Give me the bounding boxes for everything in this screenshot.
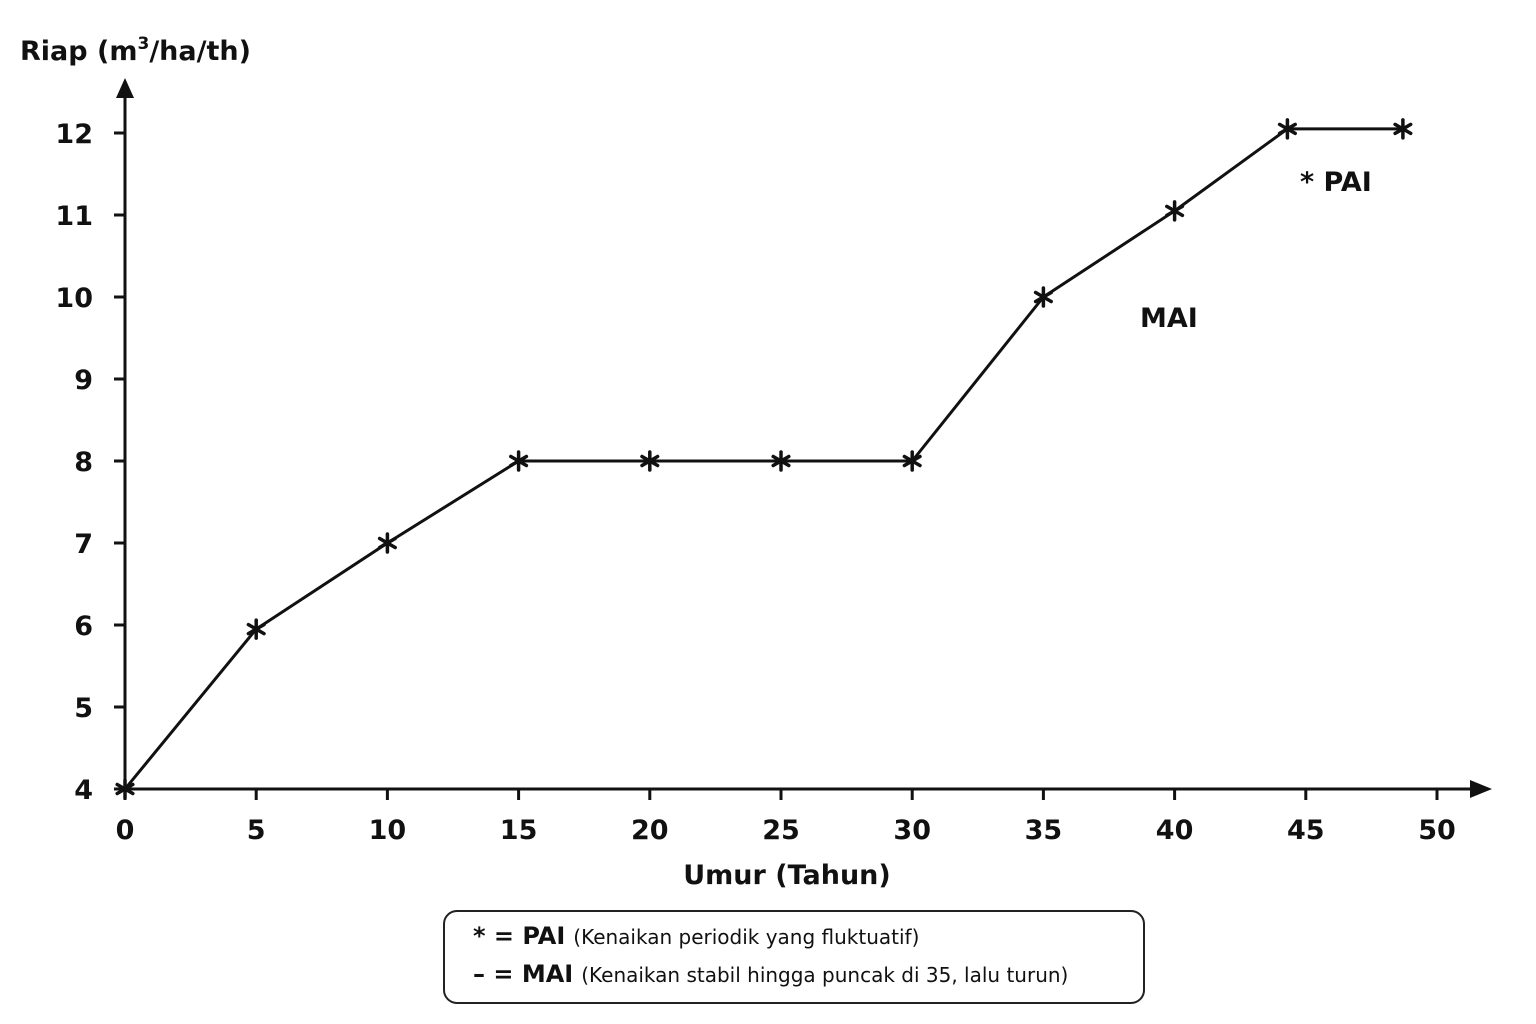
legend-item-pai: * = PAI (Kenaikan periodik yang fluktuat… (473, 922, 1115, 960)
data-point-1 (246, 618, 266, 640)
asterisk-marker-stroke (902, 454, 922, 468)
asterisk-marker-stroke (1277, 122, 1297, 136)
y-axis-title-superscript: 3 (137, 34, 149, 54)
asterisk-marker-stroke (509, 454, 529, 468)
y-axis-arrow (116, 78, 134, 98)
line-chart: Riap (m3/ha/th) 0 5 10 15 20 25 30 35 40 45 504567… (20, 34, 1492, 891)
data-point-4 (640, 450, 660, 472)
mai-pai-series (123, 127, 1403, 790)
y-tick-label-8: 8 (74, 447, 93, 478)
y-tick-label-12: 12 (55, 119, 93, 150)
x-tick-label-45: 45 (1287, 815, 1325, 846)
x-tick-label-10: 10 (369, 815, 407, 846)
asterisk-marker-stroke (771, 454, 791, 468)
x-tick-label-15: 15 (500, 815, 538, 846)
x-tick-label-40: 40 (1156, 815, 1194, 846)
axis-ticks (114, 131, 1439, 800)
data-point-0 (115, 778, 135, 800)
data-point-6 (902, 450, 922, 472)
x-tick-label-0: 0 (116, 815, 135, 846)
data-point-3 (509, 450, 529, 472)
asterisk-marker-stroke (246, 622, 266, 636)
asterisk-marker-stroke (640, 454, 660, 468)
y-tick-label-7: 7 (74, 529, 93, 560)
data-point-2 (377, 532, 397, 554)
data-point-9 (1277, 118, 1297, 140)
asterisk-marker-stroke (1165, 204, 1185, 218)
x-tick-label-35: 35 (1025, 815, 1063, 846)
legend: * = PAI (Kenaikan periodik yang fluktuat… (443, 910, 1145, 1004)
legend-key-mai: – = MAI (473, 960, 574, 988)
legend-desc-mai: (Kenaikan stabil hingga puncak di 35, la… (581, 963, 1069, 987)
x-tick-label-25: 25 (762, 815, 800, 846)
annotation-pai: * PAI (1300, 167, 1372, 198)
y-tick-label-10: 10 (55, 283, 93, 314)
x-axis-title: Umur (Tahun) (683, 860, 891, 891)
data-point-8 (1165, 200, 1185, 222)
data-point-5 (771, 450, 791, 472)
y-axis-title: Riap (m3/ha/th) (20, 34, 251, 67)
y-tick-label-6: 6 (74, 611, 93, 642)
series-line (123, 127, 1403, 790)
legend-item-mai: – = MAI (Kenaikan stabil hingga puncak d… (473, 960, 1115, 998)
data-markers (115, 118, 1413, 800)
x-tick-label-20: 20 (631, 815, 669, 846)
y-tick-label-4: 4 (74, 775, 93, 806)
x-axis-arrow (1470, 780, 1492, 798)
legend-desc-pai: (Kenaikan periodik yang fluktuatif) (573, 925, 920, 949)
asterisk-marker-stroke (115, 782, 135, 796)
annotation-mai: MAI (1140, 303, 1198, 334)
asterisk-marker-stroke (1393, 122, 1413, 136)
asterisk-marker-stroke (377, 536, 397, 550)
x-tick-label-50: 50 (1418, 815, 1456, 846)
x-tick-label-30: 30 (893, 815, 931, 846)
asterisk-marker-stroke (1033, 290, 1053, 304)
x-tick-label-5: 5 (247, 815, 266, 846)
y-tick-label-5: 5 (74, 693, 93, 724)
data-point-7 (1033, 286, 1053, 308)
legend-key-pai: * = PAI (473, 922, 566, 950)
y-tick-label-9: 9 (74, 365, 93, 396)
data-point-10 (1393, 118, 1413, 140)
y-tick-label-11: 11 (55, 201, 93, 232)
